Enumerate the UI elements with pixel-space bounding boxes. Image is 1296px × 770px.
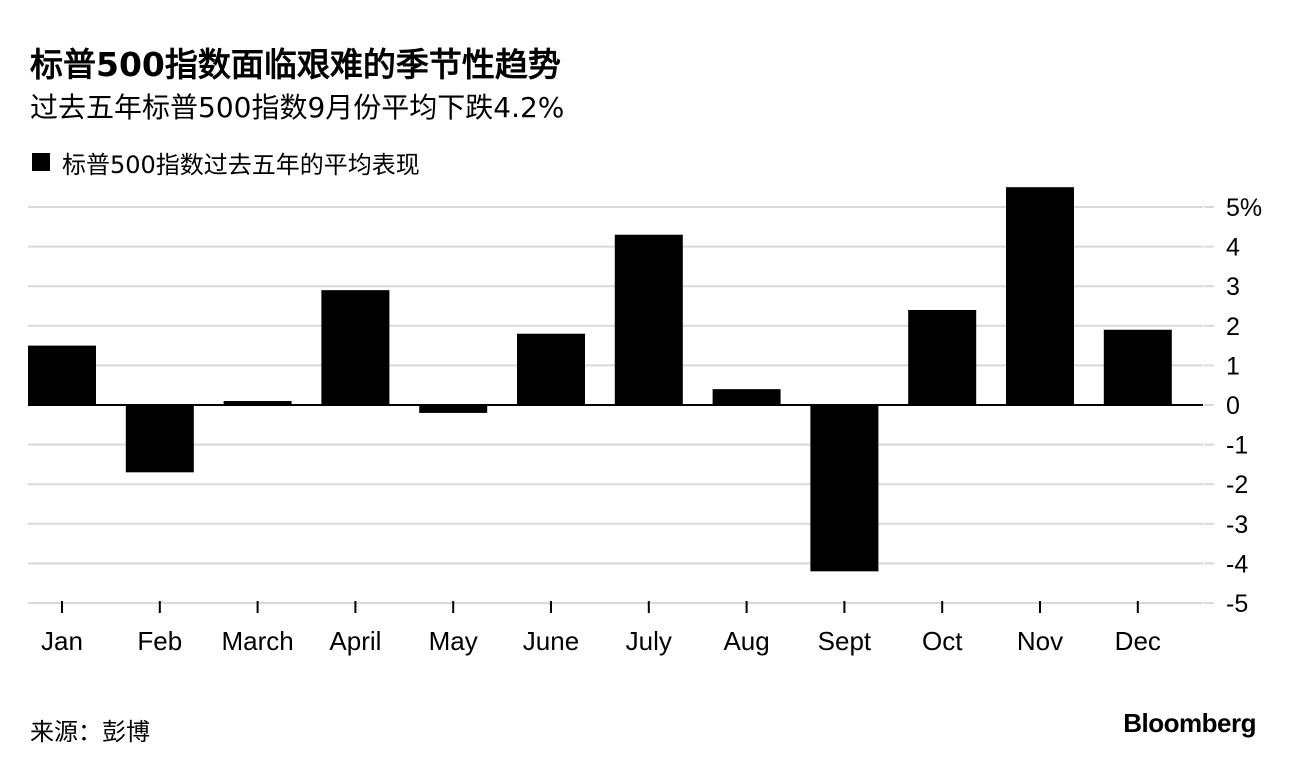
y-tick-label: 0 [1226, 392, 1240, 420]
source-note: 来源：彭博 [30, 718, 150, 746]
x-tick-label: March [221, 626, 293, 656]
x-tick-label: May [429, 626, 478, 656]
chart-subtitle: 过去五年标普500指数9月份平均下跌4.2% [30, 91, 565, 124]
bar-nov [1006, 187, 1074, 405]
y-tick-label: -3 [1226, 511, 1248, 539]
y-tick-label: -4 [1226, 550, 1248, 578]
bar-april [321, 290, 390, 405]
y-axis: 5% 4 3 2 1 0 -1 -2 -3 -4 -5 [1204, 194, 1262, 618]
x-tick-label: Oct [922, 626, 963, 656]
bar-oct [908, 309, 977, 405]
y-tick-label: 3 [1226, 273, 1240, 301]
x-tick-label: June [523, 626, 579, 656]
legend: 标普500指数过去五年的平均表现 [32, 147, 420, 179]
legend-swatch [32, 153, 50, 171]
y-tick-label: -2 [1226, 471, 1248, 499]
bars [28, 187, 1172, 572]
x-axis: Jan Feb March April May June July Aug Sept Oct Nov… [41, 601, 1161, 656]
bar-march [223, 401, 292, 405]
x-tick-label: Jan [41, 626, 83, 656]
x-tick-label: Sept [818, 626, 872, 656]
x-tick-label: Feb [137, 626, 182, 656]
bloomberg-logo: Bloomberg [1123, 708, 1256, 738]
y-tick-label: 2 [1226, 313, 1240, 341]
y-tick-label: 5% [1226, 194, 1262, 222]
y-tick-label: -5 [1226, 590, 1248, 618]
bar-may [419, 405, 488, 413]
bar-july [614, 234, 683, 405]
x-tick-label: Aug [723, 626, 769, 656]
bar-sept [810, 405, 879, 572]
legend-label: 标普500指数过去五年的平均表现 [62, 150, 420, 179]
bar-june [517, 333, 585, 405]
x-tick-label: Nov [1017, 626, 1063, 656]
x-tick-label: Dec [1115, 626, 1161, 656]
bar-aug [712, 389, 781, 405]
bar-jan [28, 345, 96, 405]
y-tick-label: 1 [1226, 352, 1240, 380]
y-tick-label: -1 [1226, 432, 1248, 460]
chart-title: 标普500指数面临艰难的季节性趋势 [30, 45, 561, 84]
x-tick-label: April [329, 626, 381, 656]
bar-feb [125, 405, 194, 473]
bar-dec [1103, 329, 1172, 405]
y-tick-label: 4 [1226, 234, 1240, 262]
x-tick-label: July [626, 626, 672, 656]
